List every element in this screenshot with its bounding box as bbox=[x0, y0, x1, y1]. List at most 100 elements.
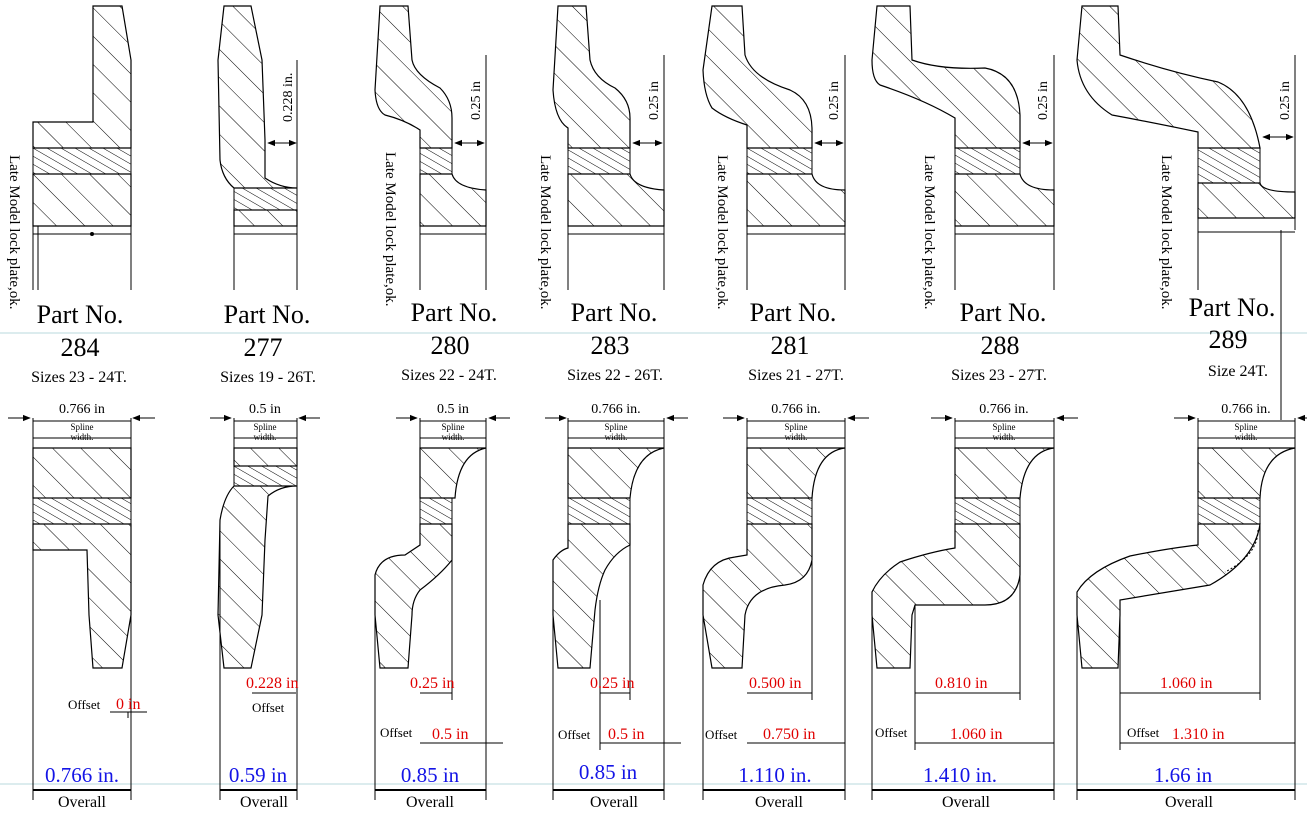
part-277-group bbox=[210, 5, 320, 800]
sizes-277: Sizes 19 - 26T. bbox=[220, 369, 316, 386]
offset-label-283: Offset bbox=[558, 727, 591, 742]
part-label-289: Part No. bbox=[1189, 293, 1276, 322]
overall-289: 1.66 in bbox=[1154, 763, 1213, 787]
spline-label-277: Spline bbox=[253, 422, 276, 432]
offset-label-288: Offset bbox=[875, 725, 908, 740]
spline-width-289: width. bbox=[1235, 432, 1258, 442]
part-277-bottom-hub bbox=[233, 447, 298, 467]
overall-280: 0.85 in bbox=[401, 763, 460, 787]
part-277-top-hub bbox=[233, 209, 298, 227]
top-dim-281: 0.25 in bbox=[827, 81, 842, 120]
sizes-289: Size 24T. bbox=[1208, 363, 1268, 380]
part-288-group bbox=[871, 5, 1078, 800]
overall-283: 0.85 in bbox=[579, 760, 638, 784]
part-280-bottom-hub bbox=[419, 447, 487, 499]
spline-label-281: Spline bbox=[784, 422, 807, 432]
part-283-top-hub bbox=[567, 173, 665, 227]
part-289-top-hub bbox=[1197, 182, 1296, 219]
spline-dim-284: 0.766 in bbox=[59, 402, 105, 417]
top-dim-283: 0.25 in bbox=[647, 81, 662, 120]
spline-width-280: width. bbox=[442, 432, 465, 442]
part-277-bottom-profile bbox=[217, 485, 298, 669]
red-dim-289: 1.060 in bbox=[1160, 675, 1212, 692]
top-dim-280: 0.25 in bbox=[469, 81, 484, 120]
spline-label-284: Spline bbox=[70, 422, 93, 432]
top-dim-288: 0.25 in bbox=[1036, 81, 1051, 120]
top-dim-277: 0.228 in. bbox=[281, 73, 296, 122]
offset-label-284: Offset bbox=[68, 697, 101, 712]
overall-284: 0.766 in. bbox=[45, 763, 119, 787]
lock-plate-note-283: Late Model lock plate,ok. bbox=[537, 155, 553, 310]
part-288-bottom-profile bbox=[871, 523, 1021, 669]
part-281-bottom-profile bbox=[702, 523, 813, 669]
part-label-284: Part No. bbox=[37, 300, 124, 329]
part-284-top-profile bbox=[32, 5, 132, 149]
part-288-bottom-hub bbox=[954, 447, 1055, 499]
overall-label-289: Overall bbox=[1165, 794, 1214, 811]
spline-width-283: width. bbox=[605, 432, 628, 442]
part-284-bottom-spline bbox=[32, 497, 132, 525]
part-280-bottom-profile bbox=[374, 523, 453, 669]
part-281-top-profile bbox=[702, 5, 813, 149]
overall-label-280: Overall bbox=[406, 794, 455, 811]
top-dim-289: 0.25 in bbox=[1278, 81, 1293, 120]
sizes-280: Sizes 22 - 24T. bbox=[401, 367, 497, 384]
lock-plate-note-288: Late Model lock plate,ok. bbox=[921, 155, 937, 310]
part-283-bottom-profile bbox=[552, 523, 631, 669]
red-dim-280: 0.25 in bbox=[410, 675, 454, 692]
overall-label-288: Overall bbox=[942, 794, 991, 811]
part-280-top-spline bbox=[419, 147, 453, 175]
offset-value-280: 0.5 in bbox=[432, 726, 468, 743]
sizes-288: Sizes 23 - 27T. bbox=[951, 367, 1047, 384]
lock-plate-note-284: Late Model lock plate,ok. bbox=[6, 155, 22, 310]
part-label-280: Part No. bbox=[411, 298, 498, 327]
spline-width-284: width. bbox=[71, 432, 94, 442]
spline-width-281: width. bbox=[785, 432, 808, 442]
spline-width-288: width. bbox=[993, 432, 1016, 442]
spline-dim-280: 0.5 in bbox=[437, 402, 469, 417]
spline-dim-277: 0.5 in bbox=[249, 402, 281, 417]
lock-plate-note-281: Late Model lock plate,ok. bbox=[714, 155, 730, 310]
overall-288: 1.410 in. bbox=[923, 763, 997, 787]
offset-value-289: 1.310 in bbox=[1172, 726, 1224, 743]
part-number-288: 288 bbox=[981, 331, 1020, 360]
part-number-283: 283 bbox=[591, 331, 630, 360]
sizes-284: Sizes 23 - 24T. bbox=[31, 369, 127, 386]
spline-dim-281: 0.766 in. bbox=[771, 402, 820, 417]
lock-plate-note-280: Late Model lock plate,ok. bbox=[382, 152, 398, 307]
part-number-281: 281 bbox=[771, 331, 810, 360]
offset-value-281: 0.750 in bbox=[763, 726, 815, 743]
part-number-284: 284 bbox=[61, 333, 100, 362]
part-284-top-hub bbox=[32, 173, 132, 227]
part-277-bottom-spline bbox=[233, 465, 298, 487]
red-dim-281: 0.500 in bbox=[749, 675, 801, 692]
part-289-bottom-spline bbox=[1197, 497, 1261, 525]
part-281-top-spline bbox=[746, 147, 813, 175]
spline-label-288: Spline bbox=[992, 422, 1015, 432]
part-288-top-spline bbox=[954, 147, 1021, 175]
part-288-top-profile bbox=[871, 5, 1021, 149]
lock-plate-note-289: Late Model lock plate,ok. bbox=[1158, 155, 1174, 310]
overall-277: 0.59 in bbox=[229, 763, 288, 787]
part-label-288: Part No. bbox=[960, 298, 1047, 327]
spline-dim-288: 0.766 in. bbox=[979, 402, 1028, 417]
spline-label-289: Spline bbox=[1234, 422, 1257, 432]
overall-281: 1.110 in. bbox=[738, 763, 811, 787]
part-289-bottom-profile bbox=[1076, 523, 1261, 669]
part-283-top-spline bbox=[567, 147, 631, 175]
overall-label-277: Overall bbox=[240, 794, 289, 811]
part-number-280: 280 bbox=[431, 331, 470, 360]
part-289-bottom-hub bbox=[1197, 447, 1296, 499]
overall-label-283: Overall bbox=[590, 794, 639, 811]
part-277-top-spline bbox=[233, 187, 298, 211]
part-289-group bbox=[1076, 5, 1307, 800]
part-label-281: Part No. bbox=[750, 298, 837, 327]
part-284-bottom-profile bbox=[32, 523, 132, 669]
overall-label-284: Overall bbox=[58, 794, 107, 811]
part-284-bottom-hub bbox=[32, 447, 132, 499]
part-281-bottom-spline bbox=[746, 497, 813, 525]
spline-width-277: width. bbox=[254, 432, 277, 442]
offset-label-281: Offset bbox=[705, 727, 738, 742]
spline-dim-283: 0.766 in. bbox=[591, 402, 640, 417]
